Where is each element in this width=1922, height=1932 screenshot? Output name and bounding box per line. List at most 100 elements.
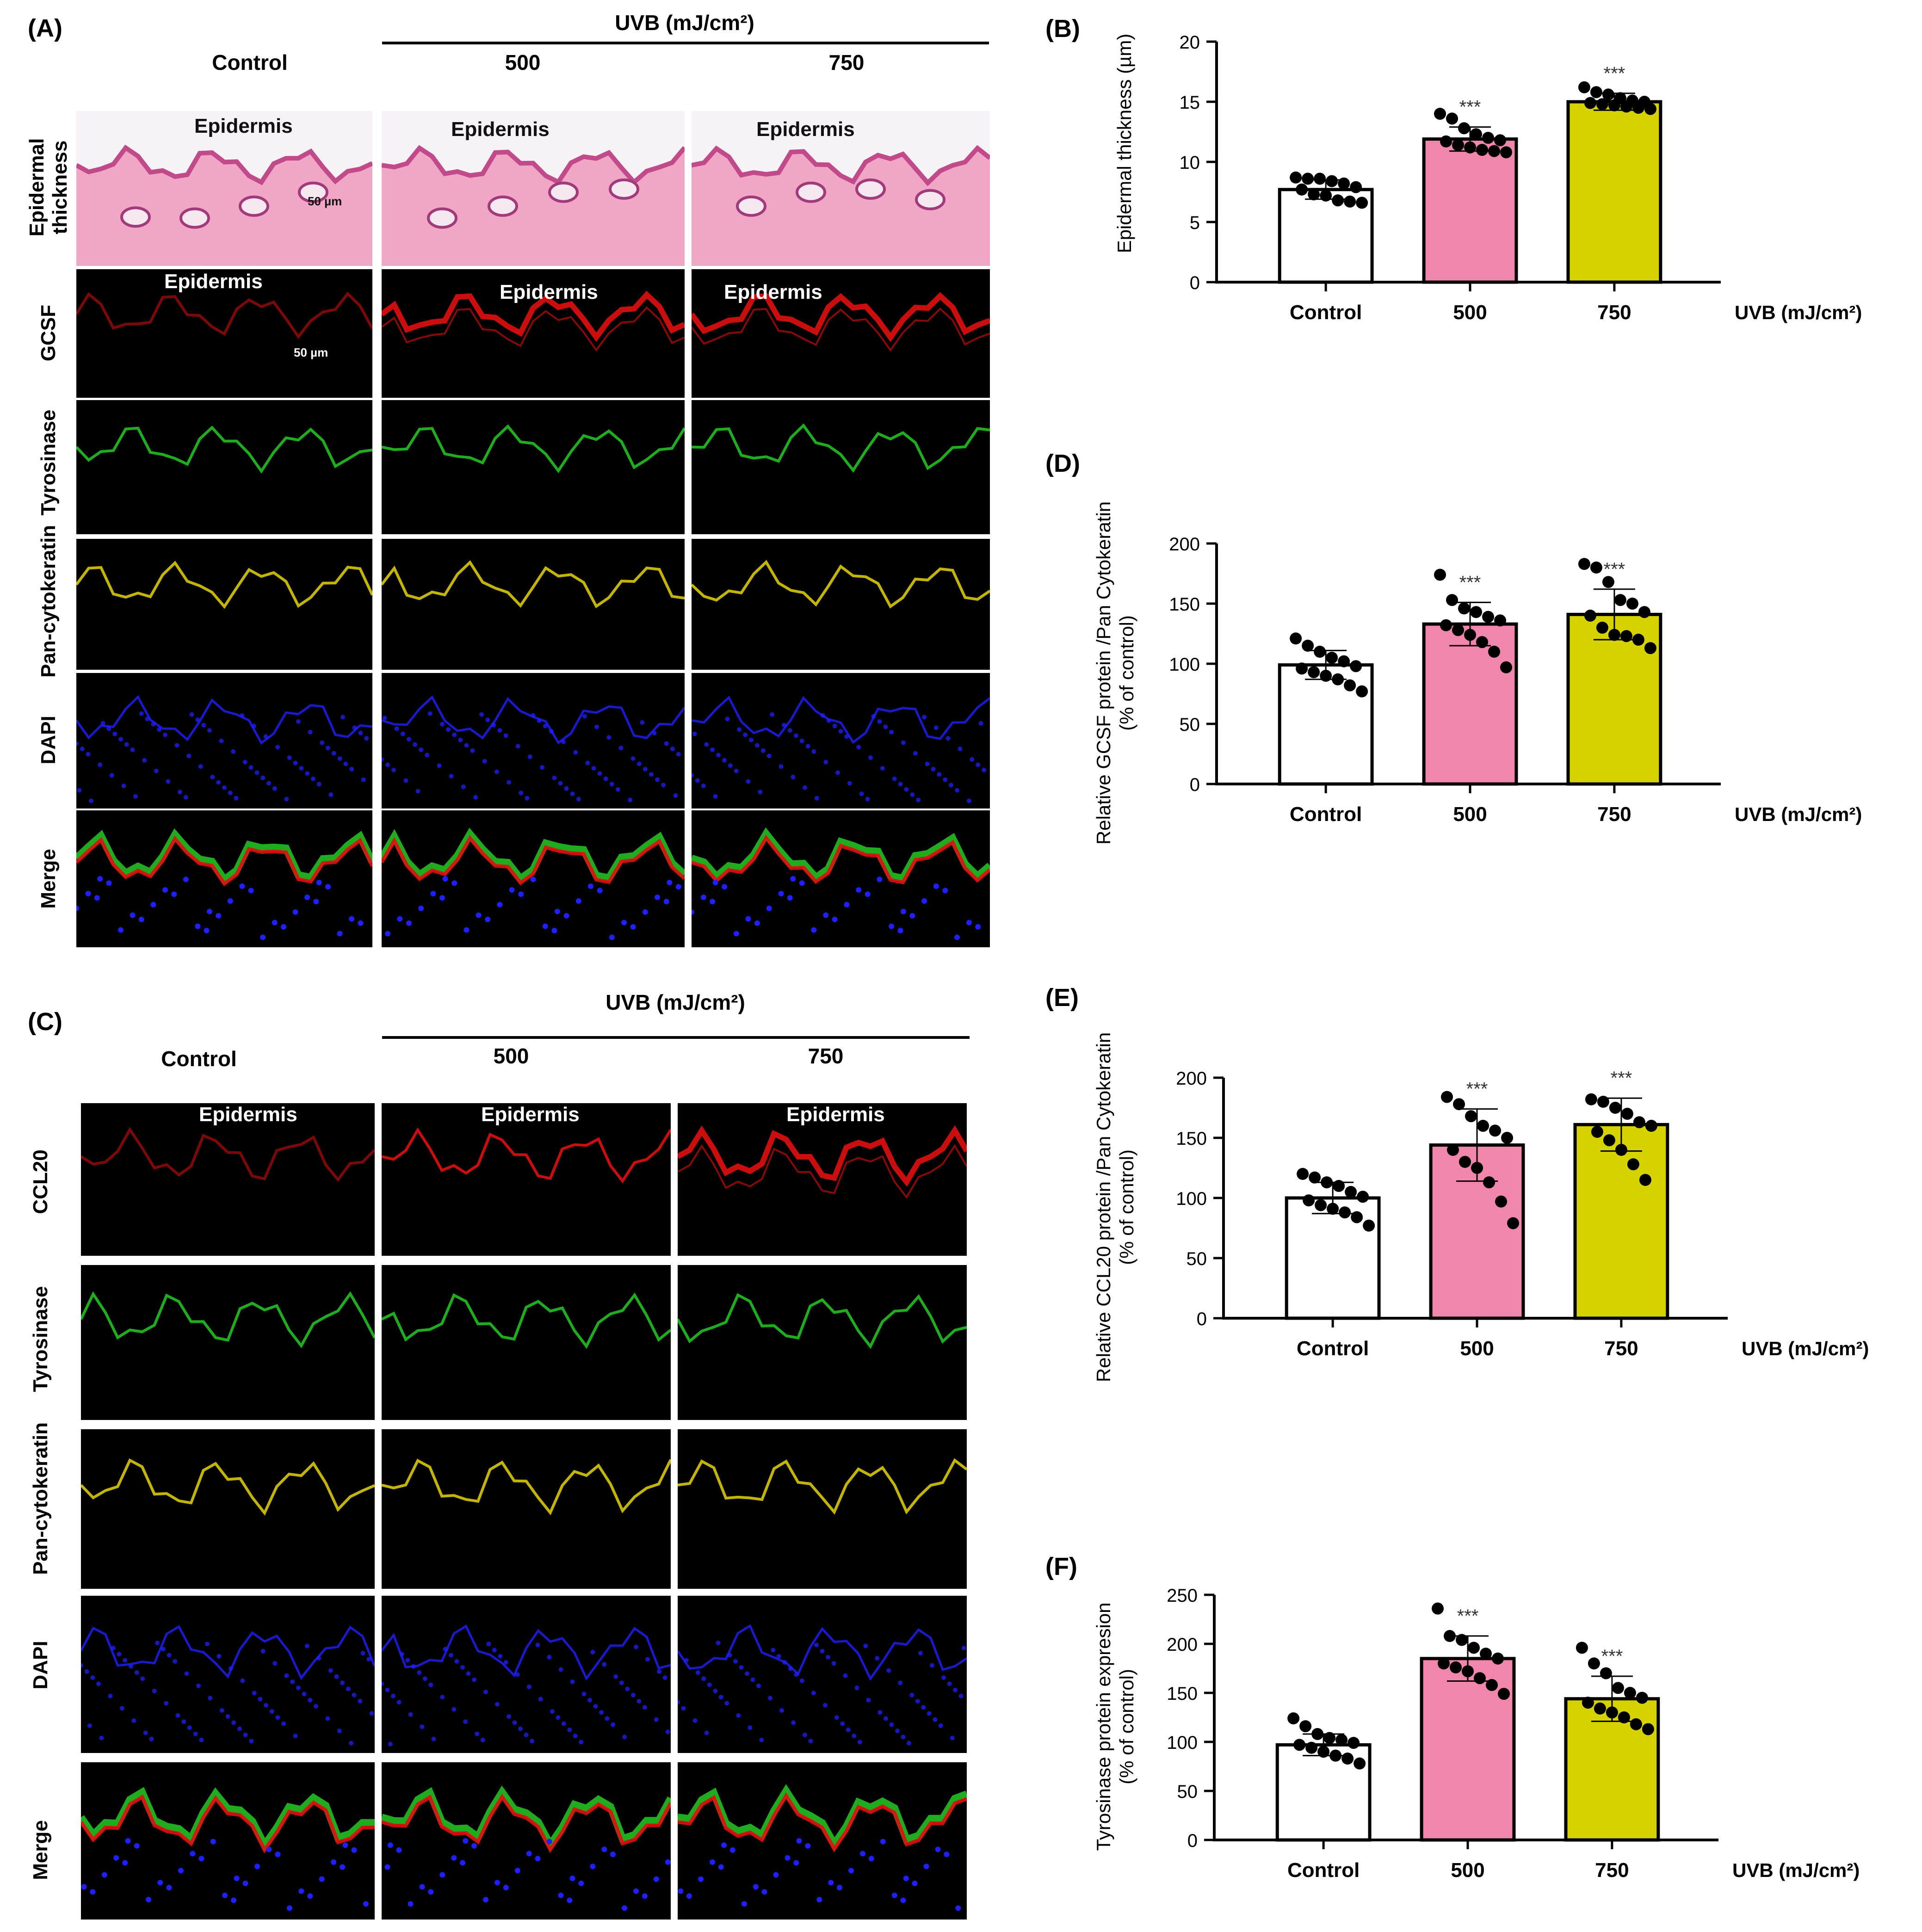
data-point [1621, 1108, 1633, 1120]
data-point [1642, 1723, 1654, 1735]
y-tick-label: 50 [1187, 1249, 1207, 1269]
data-point [1287, 1712, 1300, 1725]
panel-a-image-he-500: Epidermis [382, 111, 685, 266]
data-point [1434, 568, 1446, 581]
data-point [1432, 1602, 1444, 1615]
data-point [1594, 1702, 1606, 1715]
data-point [1480, 1648, 1492, 1660]
data-point [1350, 181, 1362, 193]
panel-a-image-pan-cytokeratin-control [76, 539, 372, 670]
data-point [1596, 622, 1608, 634]
panel-c-col-500: 500 [493, 1044, 529, 1068]
data-point [1363, 1219, 1375, 1232]
panel-c-col-control: Control [161, 1047, 237, 1071]
y-tick-label: 200 [1176, 1068, 1207, 1089]
data-point [1314, 173, 1326, 185]
panel-c-image-merge-control [81, 1762, 375, 1920]
panel-c-uvb-line [382, 1036, 970, 1039]
y-axis-label: (% of control) [1116, 615, 1137, 731]
data-point [1600, 1667, 1612, 1679]
panel-a-row-merge: Merge [37, 849, 60, 909]
y-tick-label: 20 [1180, 32, 1200, 53]
data-point [1441, 1091, 1453, 1103]
data-point [1590, 86, 1602, 99]
data-point [1615, 1144, 1627, 1156]
x-axis-label: UVB (mJ/cm²) [1735, 803, 1862, 825]
data-point [1335, 1734, 1348, 1746]
y-axis-label: Relative CCL20 protein /Pan Cytokeratin [1093, 1032, 1114, 1382]
data-point [1620, 100, 1632, 113]
y-axis-label: Relative GCSF protein /Pan Cytokeratin [1093, 501, 1114, 845]
x-axis-label: UVB (mJ/cm²) [1732, 1859, 1860, 1881]
chart-d: (D) 0 50 100 150 200 Relative GCSF protein /Pa… [1036, 444, 1915, 851]
data-point [1603, 1134, 1615, 1147]
y-tick-label: 150 [1167, 1684, 1198, 1704]
data-point [1470, 128, 1483, 141]
epidermis-label: Epidermis [164, 270, 263, 293]
panel-a-image-gcsf-500: Epidermis [382, 269, 685, 398]
panel-c-row-merge: Merge [29, 1820, 52, 1880]
panel-a-col-control: Control [212, 50, 288, 74]
y-tick-label: 100 [1176, 1189, 1207, 1209]
data-point [1482, 611, 1495, 623]
data-point [1495, 1195, 1508, 1208]
epidermis-label: Epidermis [756, 118, 855, 141]
significance-label: *** [1611, 1068, 1632, 1088]
data-point [1452, 139, 1465, 151]
data-point [1326, 175, 1338, 187]
data-point [1311, 1728, 1324, 1741]
x-axis-label: UVB (mJ/cm²) [1735, 302, 1862, 323]
y-tick-label: 100 [1167, 1733, 1198, 1753]
data-point [1585, 1093, 1597, 1105]
significance-label: *** [1604, 559, 1625, 580]
data-point [1462, 1665, 1474, 1678]
data-point [1602, 576, 1614, 588]
panel-c-image-merge-500 [382, 1762, 671, 1920]
panel-c-row-pan-cytokeratin: Pan-cytokeratin [29, 1422, 52, 1575]
data-point [1356, 197, 1368, 209]
data-point [1296, 183, 1308, 196]
x-tick-label: 500 [1451, 1859, 1484, 1882]
y-tick-label: 200 [1167, 1635, 1198, 1655]
significance-label: *** [1457, 1606, 1479, 1626]
data-point [1492, 1652, 1504, 1665]
data-point [1578, 558, 1590, 570]
y-tick-label: 0 [1187, 1831, 1198, 1851]
data-point [1500, 661, 1513, 673]
x-axis-label: UVB (mJ/cm²) [1742, 1338, 1869, 1359]
data-point [1296, 662, 1308, 675]
data-point [1315, 1199, 1327, 1211]
panel-a-row-tyrosinase: Tyrosinase [37, 409, 60, 516]
y-tick-label: 10 [1180, 153, 1200, 173]
data-point [1351, 1211, 1363, 1223]
data-point [1639, 1174, 1651, 1186]
data-point [1293, 1739, 1306, 1751]
data-point [1476, 636, 1489, 648]
data-point [1488, 145, 1501, 157]
panel-a-col-500: 500 [505, 50, 541, 74]
x-tick-label: Control [1287, 1859, 1360, 1882]
data-point [1624, 1687, 1636, 1699]
data-point [1317, 1746, 1330, 1758]
data-point [1618, 1711, 1630, 1723]
panel-c-image-dapi-750 [678, 1596, 967, 1753]
epidermis-label: Epidermis [451, 118, 550, 141]
data-point [1588, 1657, 1600, 1670]
y-axis-label: (% of control) [1116, 1149, 1137, 1265]
bar-500 [1422, 622, 1518, 786]
data-point [1470, 606, 1483, 618]
data-point [1456, 1634, 1468, 1646]
panel-a-image-he-750: Epidermis [692, 111, 990, 266]
data-point [1327, 1203, 1339, 1215]
data-point [1632, 102, 1644, 114]
data-point [1347, 1737, 1360, 1749]
chart-b: (B) 0 5 10 15 20 Epidermal thickness (µm) Contr… [1036, 9, 1915, 333]
data-point [1645, 1120, 1657, 1132]
panel-c-image-dapi-500 [382, 1596, 671, 1753]
bar-500 [1420, 1657, 1516, 1842]
data-point [1297, 1168, 1309, 1180]
data-point [1494, 614, 1507, 627]
data-point [1321, 1176, 1333, 1189]
x-tick-label: 500 [1460, 1337, 1494, 1360]
panel-c-col-750: 750 [808, 1044, 844, 1068]
